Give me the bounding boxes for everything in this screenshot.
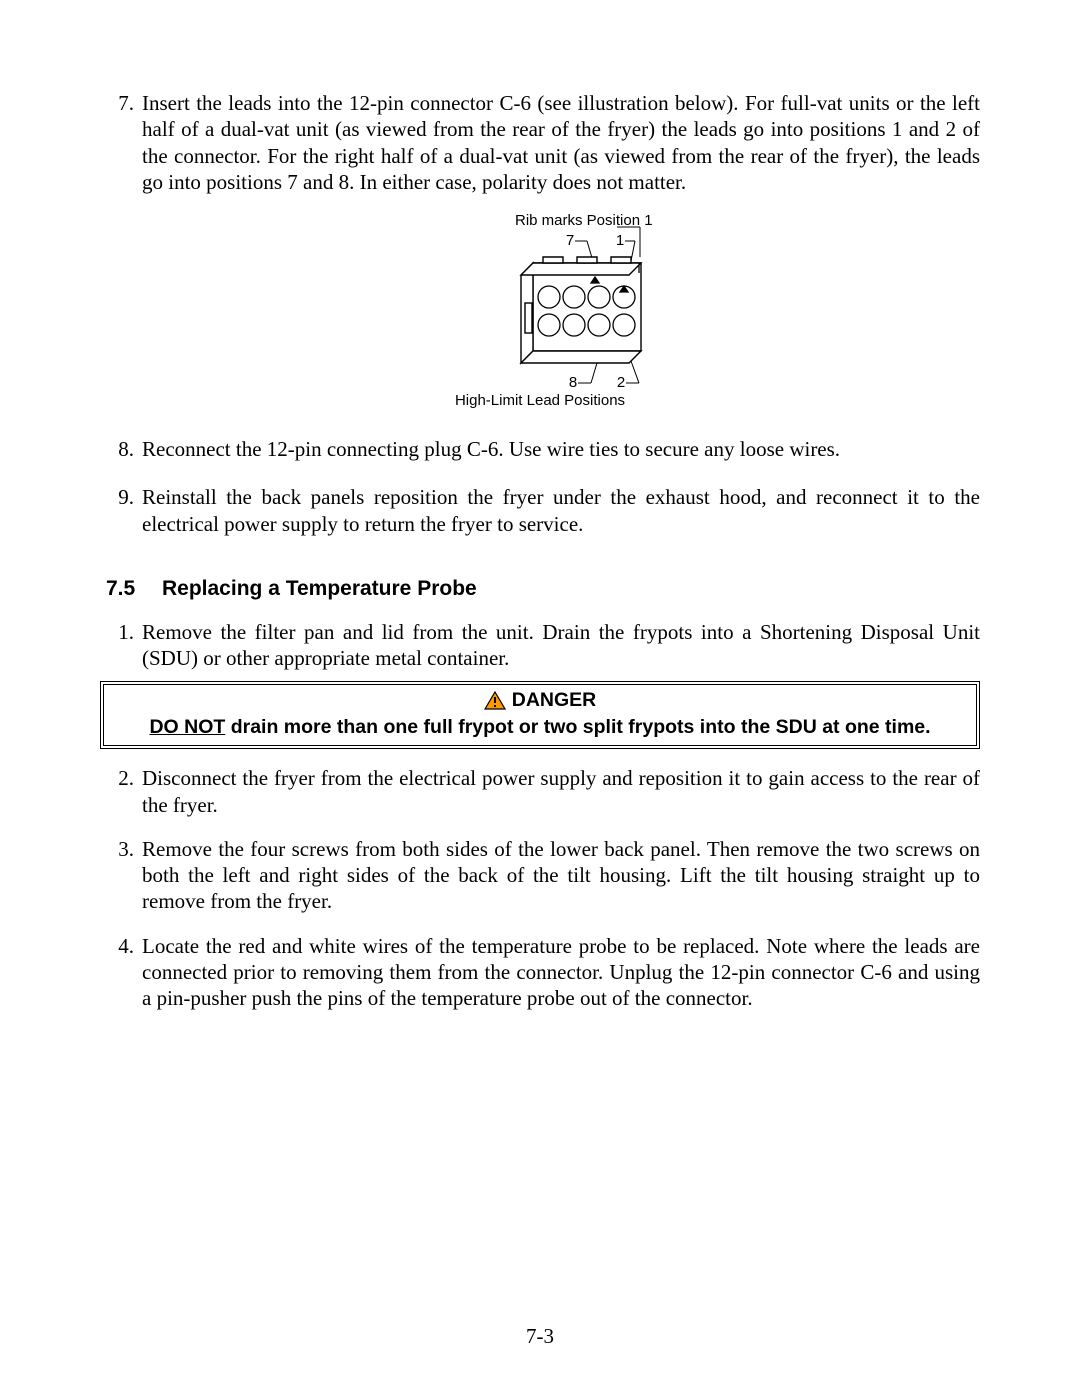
list-text: Reconnect the 12-pin connecting plug C-6… (142, 436, 980, 462)
list-item: 3. Remove the four screws from both side… (100, 836, 980, 915)
list-text: Reinstall the back panels reposition the… (142, 484, 980, 537)
list-text: Locate the red and white wires of the te… (142, 933, 980, 1012)
page-number: 7-3 (0, 1324, 1080, 1349)
list-item: 1. Remove the filter pan and lid from th… (100, 619, 980, 672)
section-heading: 7.5Replacing a Temperature Probe (106, 577, 980, 601)
list-item: 4. Locate the red and white wires of the… (100, 933, 980, 1012)
list-number: 7. (100, 90, 142, 195)
connector-diagram: Rib marks Position 1 7 1 (425, 213, 655, 408)
list-number: 3. (100, 836, 142, 915)
list-text: Insert the leads into the 12-pin connect… (142, 90, 980, 195)
danger-title: DANGER (512, 689, 597, 712)
list-item: 2. Disconnect the fryer from the electri… (100, 765, 980, 818)
list-text: Remove the filter pan and lid from the u… (142, 619, 980, 672)
page: 7. Insert the leads into the 12-pin conn… (0, 0, 1080, 1397)
figure-label-8: 8 (569, 374, 577, 391)
list-number: 4. (100, 933, 142, 1012)
danger-prefix: DO NOT (149, 716, 225, 738)
figure-label-2: 2 (617, 374, 625, 391)
section-title: Replacing a Temperature Probe (162, 577, 477, 600)
figure-label-7: 7 (566, 232, 574, 249)
list-text: Disconnect the fryer from the electrical… (142, 765, 980, 818)
list-number: 2. (100, 765, 142, 818)
danger-title-row: DANGER (484, 689, 597, 712)
list-text: Remove the four screws from both sides o… (142, 836, 980, 915)
danger-text: DO NOT drain more than one full frypot o… (112, 716, 968, 739)
warning-icon (484, 691, 506, 710)
figure-label-1: 1 (616, 232, 624, 249)
list-item: 9. Reinstall the back panels reposition … (100, 484, 980, 537)
figure-caption-bottom: High-Limit Lead Positions (455, 392, 625, 408)
list-number: 9. (100, 484, 142, 537)
list-number: 1. (100, 619, 142, 672)
list-number: 8. (100, 436, 142, 462)
list-item: 7. Insert the leads into the 12-pin conn… (100, 90, 980, 195)
list-item: 8. Reconnect the 12-pin connecting plug … (100, 436, 980, 462)
danger-rest: drain more than one full frypot or two s… (225, 716, 930, 738)
section-number: 7.5 (106, 577, 162, 601)
connector-figure: Rib marks Position 1 7 1 (100, 213, 980, 408)
danger-callout: DANGER DO NOT drain more than one full f… (100, 681, 980, 749)
